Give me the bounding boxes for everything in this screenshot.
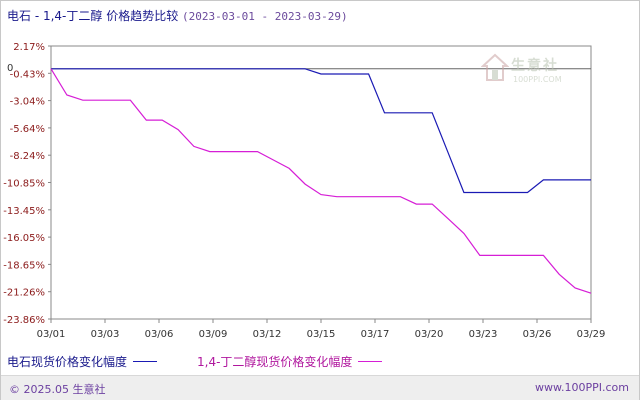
x-tick-label: 03/29 — [577, 329, 606, 340]
legend-item-series-1: 电石现货价格变化幅度 — [7, 353, 158, 370]
axes: 2.17% -0.43% -3.04% -5.64% -8.24% -10.85% -13.… — [3, 42, 605, 340]
y-tick-label: -18.65% — [3, 260, 45, 271]
y-tick-label: -3.04% — [10, 97, 45, 108]
y-tick-label: -5.64% — [10, 124, 45, 135]
series-lines — [50, 68, 592, 294]
legend-label-series-1: 电石现货价格变化幅度 — [7, 355, 128, 369]
title-main: 电石 - 1,4-丁二醇 价格趋势比较 — [7, 9, 179, 23]
x-tick-label: 03/17 — [361, 329, 390, 340]
x-tick-label: 03/20 — [415, 329, 444, 340]
x-tick-label: 03/26 — [523, 329, 552, 340]
y-tick-label: -21.26% — [3, 288, 45, 299]
footer-bar: © 2025.05 生意社 www.100PPI.com — [1, 375, 639, 400]
y-tick-label: -8.24% — [10, 151, 45, 162]
chart-title: 电石 - 1,4-丁二醇 价格趋势比较 (2023-03-01 - 2023-0… — [7, 7, 348, 24]
legend-item-series-2: 1,4-丁二醇现货价格变化幅度 — [197, 353, 383, 370]
x-tick-label: 03/09 — [199, 329, 228, 340]
watermark-name: 生意社 — [511, 58, 559, 74]
x-tick-label: 03/03 — [91, 329, 120, 340]
x-tick-label: 03/15 — [307, 329, 336, 340]
y-tick-label: -16.05% — [3, 233, 45, 244]
zero-label: 0 — [7, 63, 13, 74]
x-tick-label: 03/12 — [253, 329, 282, 340]
watermark-url: 100PPI.COM — [513, 75, 562, 84]
y-tick-label: -10.85% — [3, 179, 45, 190]
x-tick-label: 03/06 — [145, 329, 174, 340]
watermark-logo: 生意社 100PPI.COM — [480, 53, 581, 89]
x-tick-label: 03/23 — [469, 329, 498, 340]
x-tick-label: 03/01 — [37, 329, 66, 340]
footer-copyright: © 2025.05 生意社 — [9, 383, 106, 396]
y-tick-label: -0.43% — [10, 69, 45, 80]
y-tick-label: 2.17% — [13, 42, 45, 53]
title-date-range: (2023-03-01 - 2023-03-29) — [182, 10, 348, 23]
legend-swatch-series-2 — [358, 361, 383, 362]
legend-swatch-series-1 — [133, 361, 158, 362]
series-line-2 — [50, 68, 592, 294]
house-logo-icon — [480, 53, 510, 81]
footer-site-link[interactable]: www.100PPI.com — [535, 381, 629, 394]
y-tick-label: -13.45% — [3, 206, 45, 217]
y-tick-label: -23.86% — [3, 315, 45, 326]
legend-label-series-2: 1,4-丁二醇现货价格变化幅度 — [197, 355, 353, 369]
series-line-1 — [51, 68, 591, 194]
